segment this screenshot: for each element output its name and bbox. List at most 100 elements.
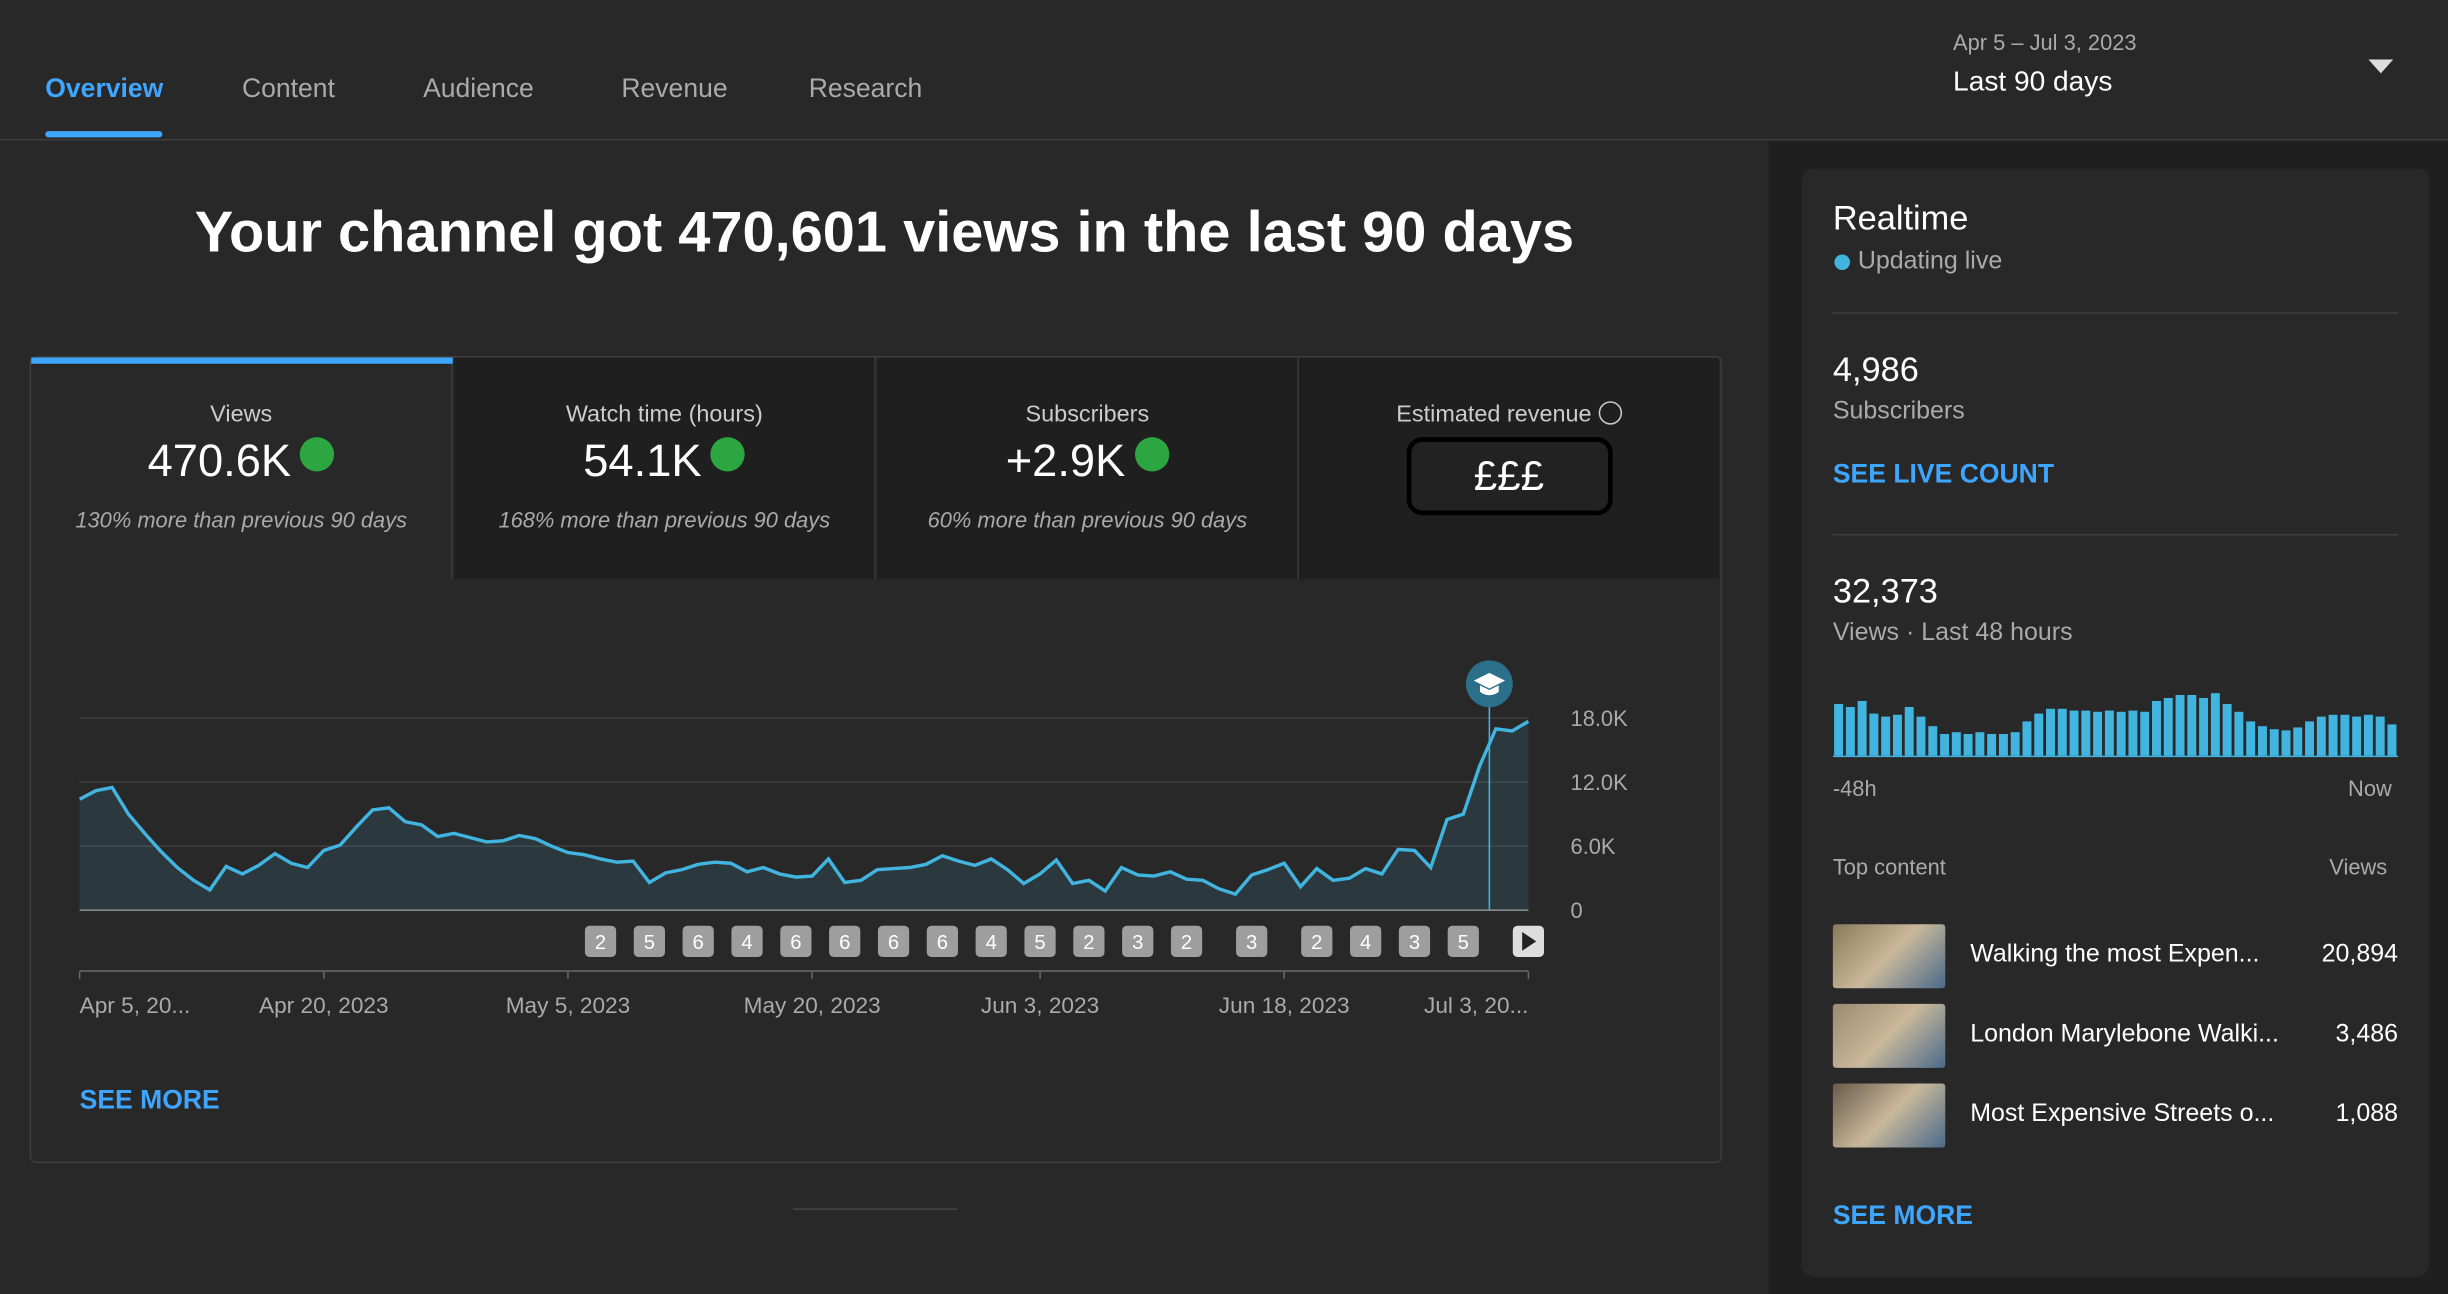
upload-box bbox=[1398, 925, 1431, 958]
cap-icon bbox=[1473, 672, 1505, 696]
bar bbox=[2222, 703, 2232, 756]
upload-count: 4 bbox=[741, 932, 752, 954]
x-tick-label: May 20, 2023 bbox=[744, 993, 881, 1018]
tab[interactable]: Research bbox=[808, 73, 923, 104]
bar bbox=[2293, 727, 2303, 756]
metric-value: 54.1K bbox=[583, 437, 702, 488]
bar bbox=[2046, 708, 2055, 756]
live-status: Updating live bbox=[1857, 248, 2003, 275]
upload-count: 2 bbox=[1181, 932, 1192, 954]
video-title: Most Expensive Streets o... bbox=[1970, 1100, 2275, 1128]
upload-box bbox=[584, 925, 617, 958]
y-tick-label: 12.0K bbox=[1571, 770, 1629, 795]
thumbnail[interactable] bbox=[1832, 924, 1946, 989]
upload-box bbox=[1073, 925, 1105, 958]
upload-count: 3 bbox=[1409, 932, 1420, 954]
bar bbox=[1916, 716, 1926, 756]
upload-count: 6 bbox=[888, 932, 899, 954]
upload-box bbox=[1170, 925, 1203, 958]
thumbnail[interactable] bbox=[1832, 1003, 1946, 1068]
upload-box bbox=[731, 925, 763, 958]
area bbox=[79, 721, 1529, 911]
metric-value: 470.6K bbox=[147, 437, 292, 488]
see-more[interactable]: SEE MORE bbox=[79, 1085, 220, 1115]
see-more[interactable]: SEE MORE bbox=[1832, 1200, 1973, 1231]
tab[interactable]: Overview bbox=[45, 73, 164, 104]
upload-count: 6 bbox=[693, 932, 704, 954]
x-tick-label: Jul 3, 20... bbox=[1424, 993, 1528, 1018]
tab[interactable]: Revenue bbox=[621, 73, 728, 104]
upload-count: 2 bbox=[1083, 932, 1094, 954]
bar bbox=[1951, 732, 1961, 756]
bar bbox=[1904, 706, 1914, 756]
upload-count: 3 bbox=[1132, 932, 1143, 954]
upload-count: 2 bbox=[595, 932, 606, 954]
bar bbox=[2128, 710, 2138, 756]
upload-box bbox=[1236, 925, 1268, 958]
metric-card[interactable]: Estimated revenue £££ bbox=[1298, 357, 1719, 580]
metric-label: Estimated revenue bbox=[1396, 401, 1592, 428]
x-tick-label: Jun 18, 2023 bbox=[1219, 993, 1350, 1018]
metric-note: 60% more than previous 90 days bbox=[927, 507, 1248, 533]
metric-card[interactable]: Subscribers +2.9K 60% more than previous 9… bbox=[877, 357, 1299, 580]
bar bbox=[2163, 697, 2173, 756]
bar bbox=[1881, 716, 1891, 756]
bar bbox=[2210, 693, 2220, 756]
upload-box bbox=[1024, 925, 1056, 958]
video-views: 1,088 bbox=[2335, 1100, 2399, 1128]
bar bbox=[2316, 716, 2326, 756]
metric-note: 168% more than previous 90 days bbox=[498, 507, 831, 533]
play-icon bbox=[1522, 932, 1537, 951]
bar bbox=[2175, 694, 2185, 756]
bar bbox=[2140, 711, 2150, 756]
x-tick-label: Apr 20, 2023 bbox=[259, 993, 389, 1018]
bar bbox=[2246, 721, 2256, 756]
bar bbox=[2199, 697, 2209, 756]
y-tick-label: 18.0K bbox=[1571, 706, 1629, 731]
upload-count: 6 bbox=[790, 932, 801, 954]
up-icon bbox=[710, 437, 746, 472]
upload-box bbox=[975, 925, 1007, 958]
top-content-title: Top content bbox=[1832, 853, 1946, 879]
thumbnail[interactable] bbox=[1832, 1083, 1946, 1148]
x-tick-label: May 5, 2023 bbox=[506, 993, 631, 1018]
line bbox=[78, 719, 1530, 897]
bar bbox=[2104, 710, 2114, 756]
upload-box bbox=[1447, 925, 1479, 958]
upload-count: 3 bbox=[1246, 932, 1257, 954]
upload-count: 4 bbox=[986, 932, 997, 954]
bar bbox=[1857, 700, 1867, 756]
y-tick-label: 0 bbox=[1571, 898, 1583, 923]
bar bbox=[1928, 726, 1938, 756]
divider bbox=[1832, 312, 2399, 314]
tab[interactable]: Content bbox=[241, 73, 335, 104]
live-count-link[interactable]: SEE LIVE COUNT bbox=[1832, 458, 2055, 489]
headline: Your channel got 470,601 views in the la… bbox=[194, 199, 1575, 264]
bar bbox=[1987, 734, 1997, 756]
top-bar bbox=[0, 0, 2448, 141]
bar bbox=[2034, 713, 2044, 756]
upload-count: 6 bbox=[937, 932, 948, 954]
metric-note: 130% more than previous 90 days bbox=[75, 507, 408, 533]
bar bbox=[1834, 703, 1844, 756]
upload-count: 5 bbox=[1034, 932, 1045, 954]
bar bbox=[2151, 700, 2161, 756]
bar bbox=[2234, 711, 2244, 756]
metric-card[interactable]: Watch time (hours) 54.1K 168% more than pr… bbox=[454, 357, 876, 580]
upload-box bbox=[1301, 925, 1333, 958]
dropdown-arrow[interactable] bbox=[2368, 59, 2394, 75]
bar bbox=[2093, 711, 2103, 756]
bar bbox=[2057, 708, 2067, 756]
date-label[interactable]: Last 90 days bbox=[1953, 65, 2113, 97]
bar bbox=[2328, 714, 2338, 756]
metric-card[interactable]: Views 470.6K 130% more than previous 90 da… bbox=[31, 357, 453, 580]
date-range[interactable]: Apr 5 – Jul 3, 2023 bbox=[1953, 29, 2137, 55]
bar bbox=[2116, 711, 2126, 756]
bar bbox=[1892, 714, 1902, 756]
top-content-column: Views bbox=[2329, 853, 2388, 879]
metric-value: +2.9K bbox=[1005, 437, 1126, 488]
axis-end: Now bbox=[2348, 775, 2392, 801]
tab[interactable]: Audience bbox=[423, 73, 534, 104]
